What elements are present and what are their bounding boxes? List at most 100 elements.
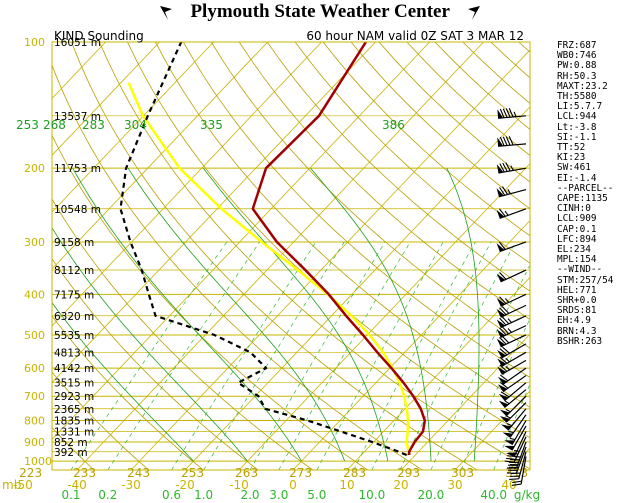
- pressure-tick-label: 300: [24, 236, 45, 249]
- height-label: 852 m: [54, 437, 88, 449]
- index-item: CAPE:1135: [557, 193, 608, 205]
- wind-barb: [497, 108, 527, 119]
- isotherm-line: [52, 42, 376, 384]
- moist-adiabat-line: [203, 167, 389, 462]
- mixing-ratio-label: 0.6: [162, 488, 181, 502]
- mixing-ratio-label: 5.0: [307, 488, 326, 502]
- wind-barb: [499, 402, 527, 423]
- index-item: LCL:909: [557, 213, 597, 225]
- index-item: SHR+0.0: [557, 295, 597, 307]
- mixing-ratio-line: [107, 241, 260, 470]
- wind-barb: [496, 293, 527, 307]
- pressure-tick-label: 100: [24, 36, 45, 49]
- mixing-ratio-line: [316, 241, 444, 470]
- dry-adiabat-line: [238, 42, 530, 320]
- temperature-tick-label: -40: [67, 478, 87, 492]
- index-item: LI:5.7.7: [557, 101, 603, 113]
- mixing-ratio-label: 20.0: [418, 488, 445, 502]
- height-label: 2923 m: [54, 391, 94, 403]
- index-item: CAP:0.1: [557, 223, 597, 235]
- chart-subtitle: 60 hour NAM valid 0Z SAT 3 MAR 12: [306, 29, 524, 43]
- index-item: TH:5580: [557, 91, 597, 103]
- mixing-ratio-label: 2.0: [240, 488, 259, 502]
- isotherm-line: [184, 106, 530, 470]
- height-label: 13537 m: [54, 111, 101, 123]
- pressure-tick-label: 400: [24, 288, 45, 301]
- wind-barb: [496, 269, 527, 283]
- index-item: PW:0.88: [557, 60, 597, 72]
- wind-barb: [496, 186, 527, 198]
- dry-adiabat-line: [0, 42, 39, 470]
- chart-title: KIND Sounding: [54, 29, 144, 43]
- dry-adiabat-label: 283: [343, 466, 366, 480]
- isotherm-line: [52, 42, 268, 270]
- index-item: SRDS:81: [557, 305, 597, 317]
- temperature-tick-label: -10: [229, 478, 249, 492]
- mixing-ratio-label: 10.0: [359, 488, 386, 502]
- dry-adiabat-line: [127, 42, 530, 439]
- dry-adiabat-label: 263: [235, 466, 258, 480]
- index-item: SI:-1.1: [557, 131, 597, 143]
- wind-barb: [497, 136, 527, 147]
- moist-adiabat-line: [310, 167, 432, 462]
- temperature-tick-label: 40: [501, 478, 516, 492]
- mixing-ratio-line: [278, 241, 411, 470]
- wind-barb: [501, 408, 527, 431]
- height-label: 1835 m: [54, 416, 94, 428]
- wind-barb: [496, 325, 527, 338]
- height-label: 1331 m: [54, 427, 94, 439]
- wind-barb: [497, 375, 527, 393]
- height-label: 8112 m: [54, 265, 94, 277]
- wind-barb: [496, 315, 527, 329]
- moist-adiabat-label: 268: [43, 118, 66, 132]
- dry-adiabat-label: 223: [19, 466, 42, 480]
- mixing-ratio-line: [203, 241, 345, 470]
- wind-barb: [509, 451, 527, 480]
- dry-adiabat-label: 303: [451, 466, 474, 480]
- wind-barb: [496, 162, 527, 174]
- mixing-ratio-label: 0.1: [61, 488, 80, 502]
- pressure-unit-label: mb: [2, 478, 21, 492]
- index-item: MPL:154: [557, 254, 597, 266]
- temperature-tick-label: 0: [289, 478, 297, 492]
- index-item: KI:23: [557, 152, 586, 164]
- banner: Plymouth State Weather Center: [0, 0, 640, 24]
- index-item: TT:52: [557, 142, 586, 154]
- dry-adiabat-line: [52, 64, 423, 470]
- dry-adiabat-label: 233: [73, 466, 96, 480]
- height-label: 7175 m: [54, 289, 94, 301]
- pressure-tick-label: 600: [24, 362, 45, 375]
- mixing-ratio-line: [493, 383, 530, 470]
- wind-barb: [504, 420, 527, 446]
- moist-adiabat-label: 304: [124, 118, 147, 132]
- pressure-tick-label: 900: [24, 436, 45, 449]
- wind-barb: [504, 436, 527, 463]
- temperature-tick-label: 10: [339, 478, 354, 492]
- wind-barb: [511, 456, 527, 487]
- temperature-tick-label: -20: [175, 478, 195, 492]
- dry-adiabat-line: [52, 371, 149, 470]
- moist-adiabat-label: 253: [16, 118, 39, 132]
- parcel-trace-line: [127, 82, 411, 456]
- isotherm-line: [238, 163, 530, 470]
- pennant-left-icon: [159, 5, 172, 20]
- pressure-tick-label: 200: [24, 162, 45, 175]
- height-label: 16051 m: [54, 37, 101, 49]
- isotherm-line: [617, 42, 640, 470]
- temperature-tick-label: -30: [121, 478, 141, 492]
- pressure-tick-label: 800: [24, 415, 45, 428]
- moist-adiabat-label: 386: [382, 118, 405, 132]
- temperature-tick-label: 20: [393, 478, 408, 492]
- index-item: BSHR:263: [557, 335, 603, 347]
- wind-barb: [506, 441, 527, 469]
- dry-adiabat-line: [71, 42, 478, 470]
- plot-frame: [51, 41, 531, 471]
- isotherm-line: [52, 42, 214, 213]
- pressure-tick-label: 500: [24, 329, 45, 342]
- wind-barb: [496, 208, 527, 219]
- moist-adiabat-line: [52, 301, 194, 462]
- dry-adiabat-label: 293: [397, 466, 420, 480]
- height-label: 11753 m: [54, 163, 101, 175]
- dry-adiabat-line: [52, 134, 368, 470]
